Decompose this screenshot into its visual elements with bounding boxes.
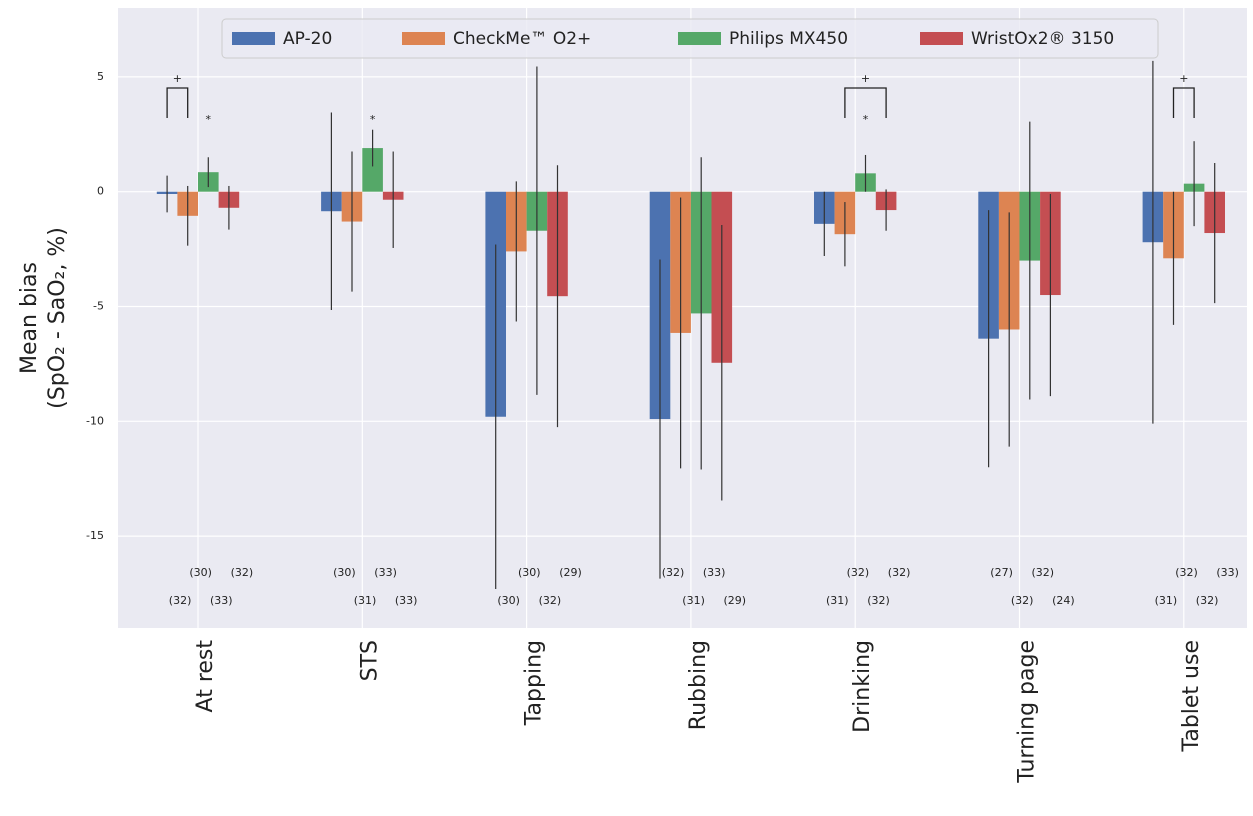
legend-label: CheckMe™ O2+	[453, 29, 591, 49]
y-tick-label: 5	[97, 70, 104, 83]
count-label: (31)	[1155, 594, 1178, 607]
significance-mark: *	[206, 113, 212, 126]
y-tick-label: 0	[97, 185, 104, 198]
count-label: (31)	[354, 594, 377, 607]
count-label: (33)	[374, 566, 397, 579]
significance-mark: *	[370, 113, 376, 126]
count-label: (30)	[189, 566, 212, 579]
y-tick-label: -5	[93, 300, 104, 313]
count-label: (29)	[724, 594, 747, 607]
bar	[362, 148, 383, 192]
count-label: (33)	[395, 594, 418, 607]
count-label: (24)	[1052, 594, 1075, 607]
x-tick-label: Drinking	[850, 640, 875, 733]
count-label: (30)	[518, 566, 541, 579]
count-label: (31)	[826, 594, 849, 607]
legend-swatch	[402, 32, 445, 45]
x-tick-label: Turning page	[1015, 640, 1040, 784]
significance-bracket	[166, 87, 189, 118]
significance-mark: *	[863, 113, 869, 126]
count-label: (33)	[210, 594, 233, 607]
count-label: (32)	[1032, 566, 1055, 579]
y-tick-label: -10	[86, 414, 104, 427]
significance-mark: +	[1179, 72, 1188, 85]
x-tick-label: Rubbing	[686, 640, 711, 730]
count-label: (29)	[559, 566, 582, 579]
y-axis-label: (SpO₂ - SaO₂, %)	[45, 227, 70, 409]
significance-bracket	[844, 87, 887, 118]
count-label: (32)	[1175, 566, 1198, 579]
x-tick-label: STS	[357, 640, 382, 681]
legend-swatch	[920, 32, 963, 45]
count-label: (32)	[888, 566, 911, 579]
count-label: (27)	[990, 566, 1013, 579]
legend-label: Philips MX450	[729, 29, 848, 49]
count-label: (32)	[1011, 594, 1034, 607]
count-label: (32)	[847, 566, 870, 579]
significance-mark: +	[173, 72, 182, 85]
x-tick-label: Tablet use	[1179, 640, 1204, 752]
count-label: (30)	[333, 566, 356, 579]
legend-label: AP-20	[283, 29, 332, 49]
count-label: (31)	[682, 594, 705, 607]
count-label: (32)	[867, 594, 890, 607]
count-label: (32)	[539, 594, 562, 607]
count-label: (32)	[1196, 594, 1219, 607]
count-label: (30)	[497, 594, 520, 607]
count-label: (33)	[703, 566, 726, 579]
legend-label: WristOx2® 3150	[971, 29, 1114, 49]
legend-swatch	[678, 32, 721, 45]
count-label: (32)	[169, 594, 192, 607]
y-tick-label: -15	[86, 529, 104, 542]
significance-mark: +	[861, 72, 870, 85]
legend-swatch	[232, 32, 275, 45]
count-label: (33)	[1216, 566, 1239, 579]
y-axis-label: Mean bias	[17, 262, 42, 374]
count-label: (32)	[231, 566, 254, 579]
count-label: (32)	[662, 566, 685, 579]
significance-bracket	[1172, 87, 1195, 118]
x-tick-label: At rest	[193, 640, 218, 713]
x-tick-label: Tapping	[522, 640, 547, 726]
